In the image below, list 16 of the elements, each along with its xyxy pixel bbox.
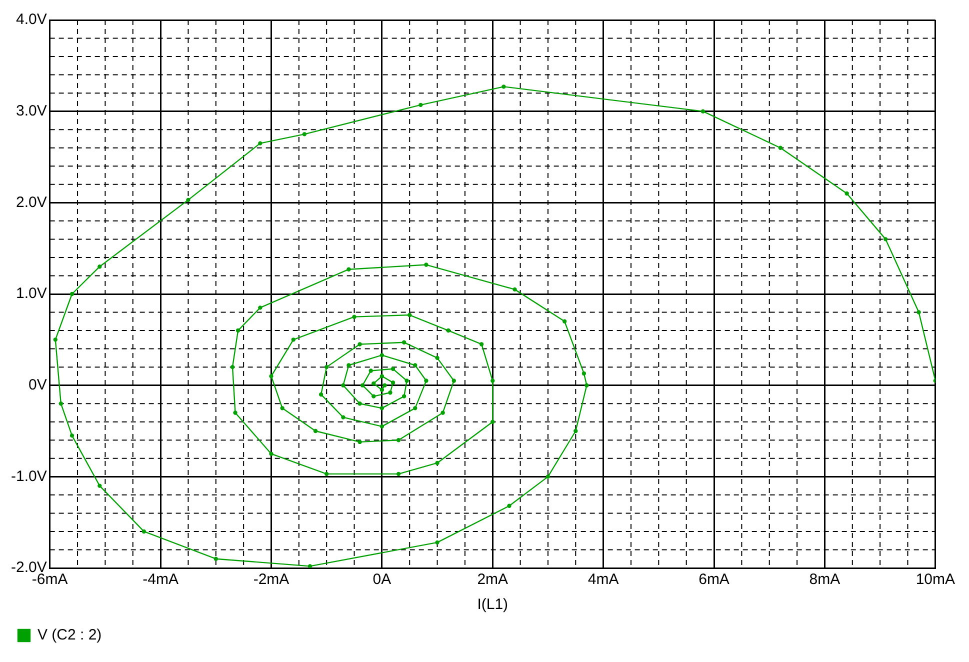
legend-label: V (C2 : 2)	[38, 626, 102, 644]
x-tick-label: 2mA	[477, 571, 508, 588]
y-tick-label: -1.0V	[10, 468, 47, 485]
y-tick-label: 1.0V	[16, 285, 47, 302]
y-tick-label: 4.0V	[16, 11, 47, 28]
x-tick-label: 6mA	[698, 571, 730, 588]
y-tick-label: 2.0V	[16, 194, 47, 211]
x-tick-label: 8mA	[809, 571, 840, 588]
x-tick-label: 10mA	[916, 571, 955, 588]
y-tick-label: 0V	[28, 376, 47, 394]
x-tick-label: 4mA	[588, 571, 619, 588]
x-tick-label: -4mA	[142, 571, 178, 588]
x-tick-label: -2mA	[253, 571, 290, 588]
y-tick-label: 3.0V	[16, 102, 47, 120]
x-axis-title: I(L1)	[477, 596, 508, 614]
x-tick-label: 0A	[372, 571, 392, 588]
